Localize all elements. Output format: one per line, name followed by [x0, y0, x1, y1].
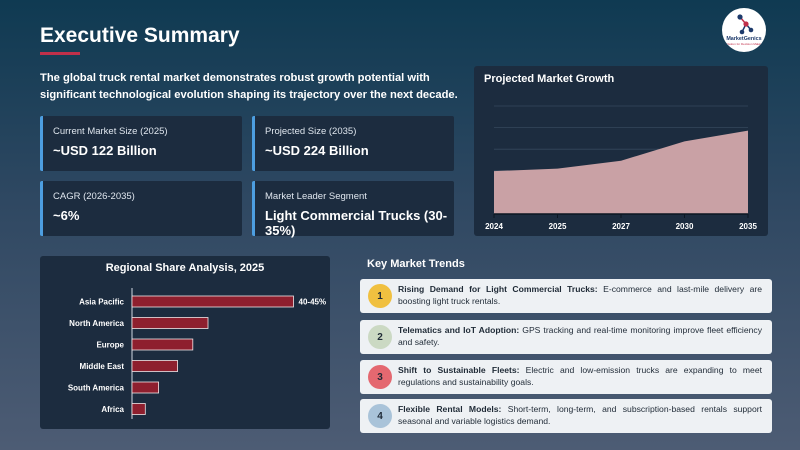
intro-text: The global truck rental market demonstra…: [40, 72, 458, 101]
regional-chart-panel: Regional Share Analysis, 2025 Asia Pacif…: [40, 256, 330, 429]
growth-chart-title: Projected Market Growth: [484, 73, 615, 85]
trend-text: Flexible Rental Models: Short-term, long…: [398, 403, 762, 427]
category-label: Middle East: [80, 362, 125, 371]
stat-label: Current Market Size (2025): [53, 126, 168, 137]
growth-chart-panel: Projected Market Growth 2024 2025 2027 2030…: [474, 66, 768, 236]
bar: [131, 295, 294, 308]
trend-number-badge: 1: [368, 284, 392, 308]
x-tick-label: 2025: [549, 222, 567, 231]
x-tick-label: 2030: [676, 222, 694, 231]
stat-label: Projected Size (2035): [265, 126, 357, 137]
stat-value: ~USD 122 Billion: [53, 143, 157, 158]
trend-heading: Rising Demand for Light Commercial Truck…: [398, 284, 598, 294]
trend-number-badge: 3: [368, 365, 392, 389]
x-tick-label: 2035: [739, 222, 757, 231]
page-title: Executive Summary: [40, 24, 240, 47]
trend-item-4: 4 Flexible Rental Models: Short-term, lo…: [360, 399, 772, 433]
area-series: [494, 130, 748, 214]
trend-heading: Shift to Sustainable Fleets:: [398, 365, 520, 375]
trend-text: Shift to Sustainable Fleets: Electric an…: [398, 364, 762, 388]
bar: [131, 403, 146, 415]
category-label: Europe: [96, 341, 124, 350]
data-label: 40-45%: [299, 298, 327, 307]
trend-text: Rising Demand for Light Commercial Truck…: [398, 283, 762, 307]
trend-number-badge: 4: [368, 404, 392, 428]
stat-value: ~6%: [53, 208, 80, 223]
trends-title: Key Market Trends: [367, 258, 465, 270]
trend-heading: Telematics and IoT Adoption:: [398, 325, 520, 335]
logo-icon: MarketGenics Wisdom for Decision Making: [725, 14, 763, 46]
x-tick-label: 2027: [612, 222, 630, 231]
stat-card-current-size: Current Market Size (2025) ~USD 122 Bill…: [40, 116, 242, 171]
stat-value: ~USD 224 Billion: [265, 143, 369, 158]
stat-card-cagr: CAGR (2026-2035) ~6%: [40, 181, 242, 236]
regional-chart-title: Regional Share Analysis, 2025: [105, 262, 265, 274]
trend-description: E-commerce and last-mile delivery are bo…: [398, 284, 762, 306]
trend-item-1: 1 Rising Demand for Light Commercial Tru…: [360, 279, 772, 313]
bar: [131, 317, 209, 329]
category-label: Asia Pacific: [79, 298, 124, 307]
trend-heading: Flexible Rental Models:: [398, 404, 502, 414]
growth-chart: 2024 2025 2027 2030 2035: [485, 105, 757, 231]
category-label: North America: [69, 319, 124, 328]
category-label: Africa: [101, 405, 124, 414]
stat-label: CAGR (2026-2035): [53, 191, 135, 202]
bar: [131, 381, 160, 394]
company-logo: MarketGenics Wisdom for Decision Making: [722, 8, 766, 52]
trend-description: Short-term, long-term, and subscription-…: [398, 404, 762, 426]
stat-label: Market Leader Segment: [265, 191, 367, 202]
trend-description: GPS tracking and real-time monitoring im…: [398, 325, 762, 347]
bar: [131, 338, 194, 351]
logo-name: MarketGenics: [726, 36, 761, 42]
bar: [131, 360, 178, 372]
regional-chart: Asia Pacific 40-45% North America Europe Mid…: [68, 288, 327, 419]
x-tick-label: 2024: [485, 222, 503, 231]
stat-card-leader-segment: Market Leader Segment Light Commercial T…: [252, 181, 454, 238]
trend-item-2: 2 Telematics and IoT Adoption: GPS track…: [360, 320, 772, 354]
logo-tagline: Wisdom for Decision Making: [725, 42, 763, 46]
title-underline: [40, 52, 80, 55]
trend-number-badge: 2: [368, 325, 392, 349]
trend-item-3: 3 Shift to Sustainable Fleets: Electric …: [360, 360, 772, 394]
stat-value: Light Commercial Trucks (30-35%): [265, 208, 448, 238]
trend-text: Telematics and IoT Adoption: GPS trackin…: [398, 324, 762, 348]
trend-description: Electric and low-emission trucks are exp…: [398, 365, 762, 387]
stat-card-projected-size: Projected Size (2035) ~USD 224 Billion: [252, 116, 454, 171]
category-label: South America: [68, 384, 125, 393]
